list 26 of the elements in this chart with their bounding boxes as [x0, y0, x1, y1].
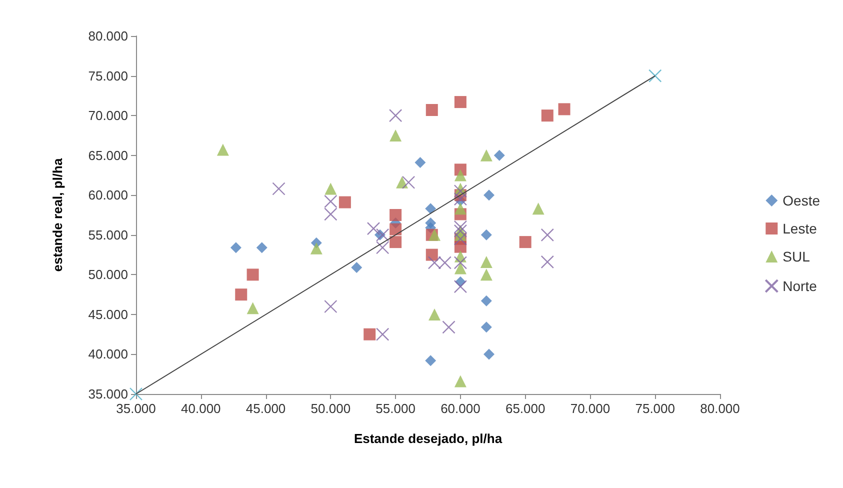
y-tick-label: 40.000: [88, 346, 128, 362]
legend-label: SUL: [782, 248, 810, 264]
x-tick-label: 80.000: [700, 401, 740, 416]
legend-label: Oeste: [782, 192, 820, 208]
x-tick-label: 75.000: [635, 401, 675, 416]
y-tick-label: 70.000: [88, 108, 128, 124]
y-tick-label: 45.000: [88, 306, 128, 322]
y-axis-title: estande real, pl/ha: [50, 158, 65, 272]
x-tick-label: 50.000: [310, 401, 351, 416]
x-tick-label: 55.000: [376, 401, 416, 416]
y-tick-label: 35.000: [88, 386, 128, 402]
legend-label: Norte: [782, 278, 818, 294]
y-tick-label: 60.000: [88, 188, 128, 203]
x-axis-title: Estande desejado, pl/ha: [354, 431, 503, 446]
y-tick-label: 80.000: [88, 28, 128, 44]
x-tick-label: 35.000: [116, 401, 156, 416]
y-tick-label: 55.000: [88, 227, 128, 242]
y-tick-label: 65.000: [88, 148, 128, 163]
x-tick-label: 65.000: [505, 401, 546, 416]
x-tick-label: 60.000: [440, 401, 480, 416]
y-tick-label: 75.000: [88, 68, 128, 84]
y-tick-label: 50.000: [88, 267, 128, 282]
x-tick-label: 70.000: [570, 401, 610, 416]
legend-label: Leste: [782, 220, 818, 236]
x-tick-label: 45.000: [246, 401, 286, 416]
x-tick-label: 40.000: [181, 401, 221, 416]
